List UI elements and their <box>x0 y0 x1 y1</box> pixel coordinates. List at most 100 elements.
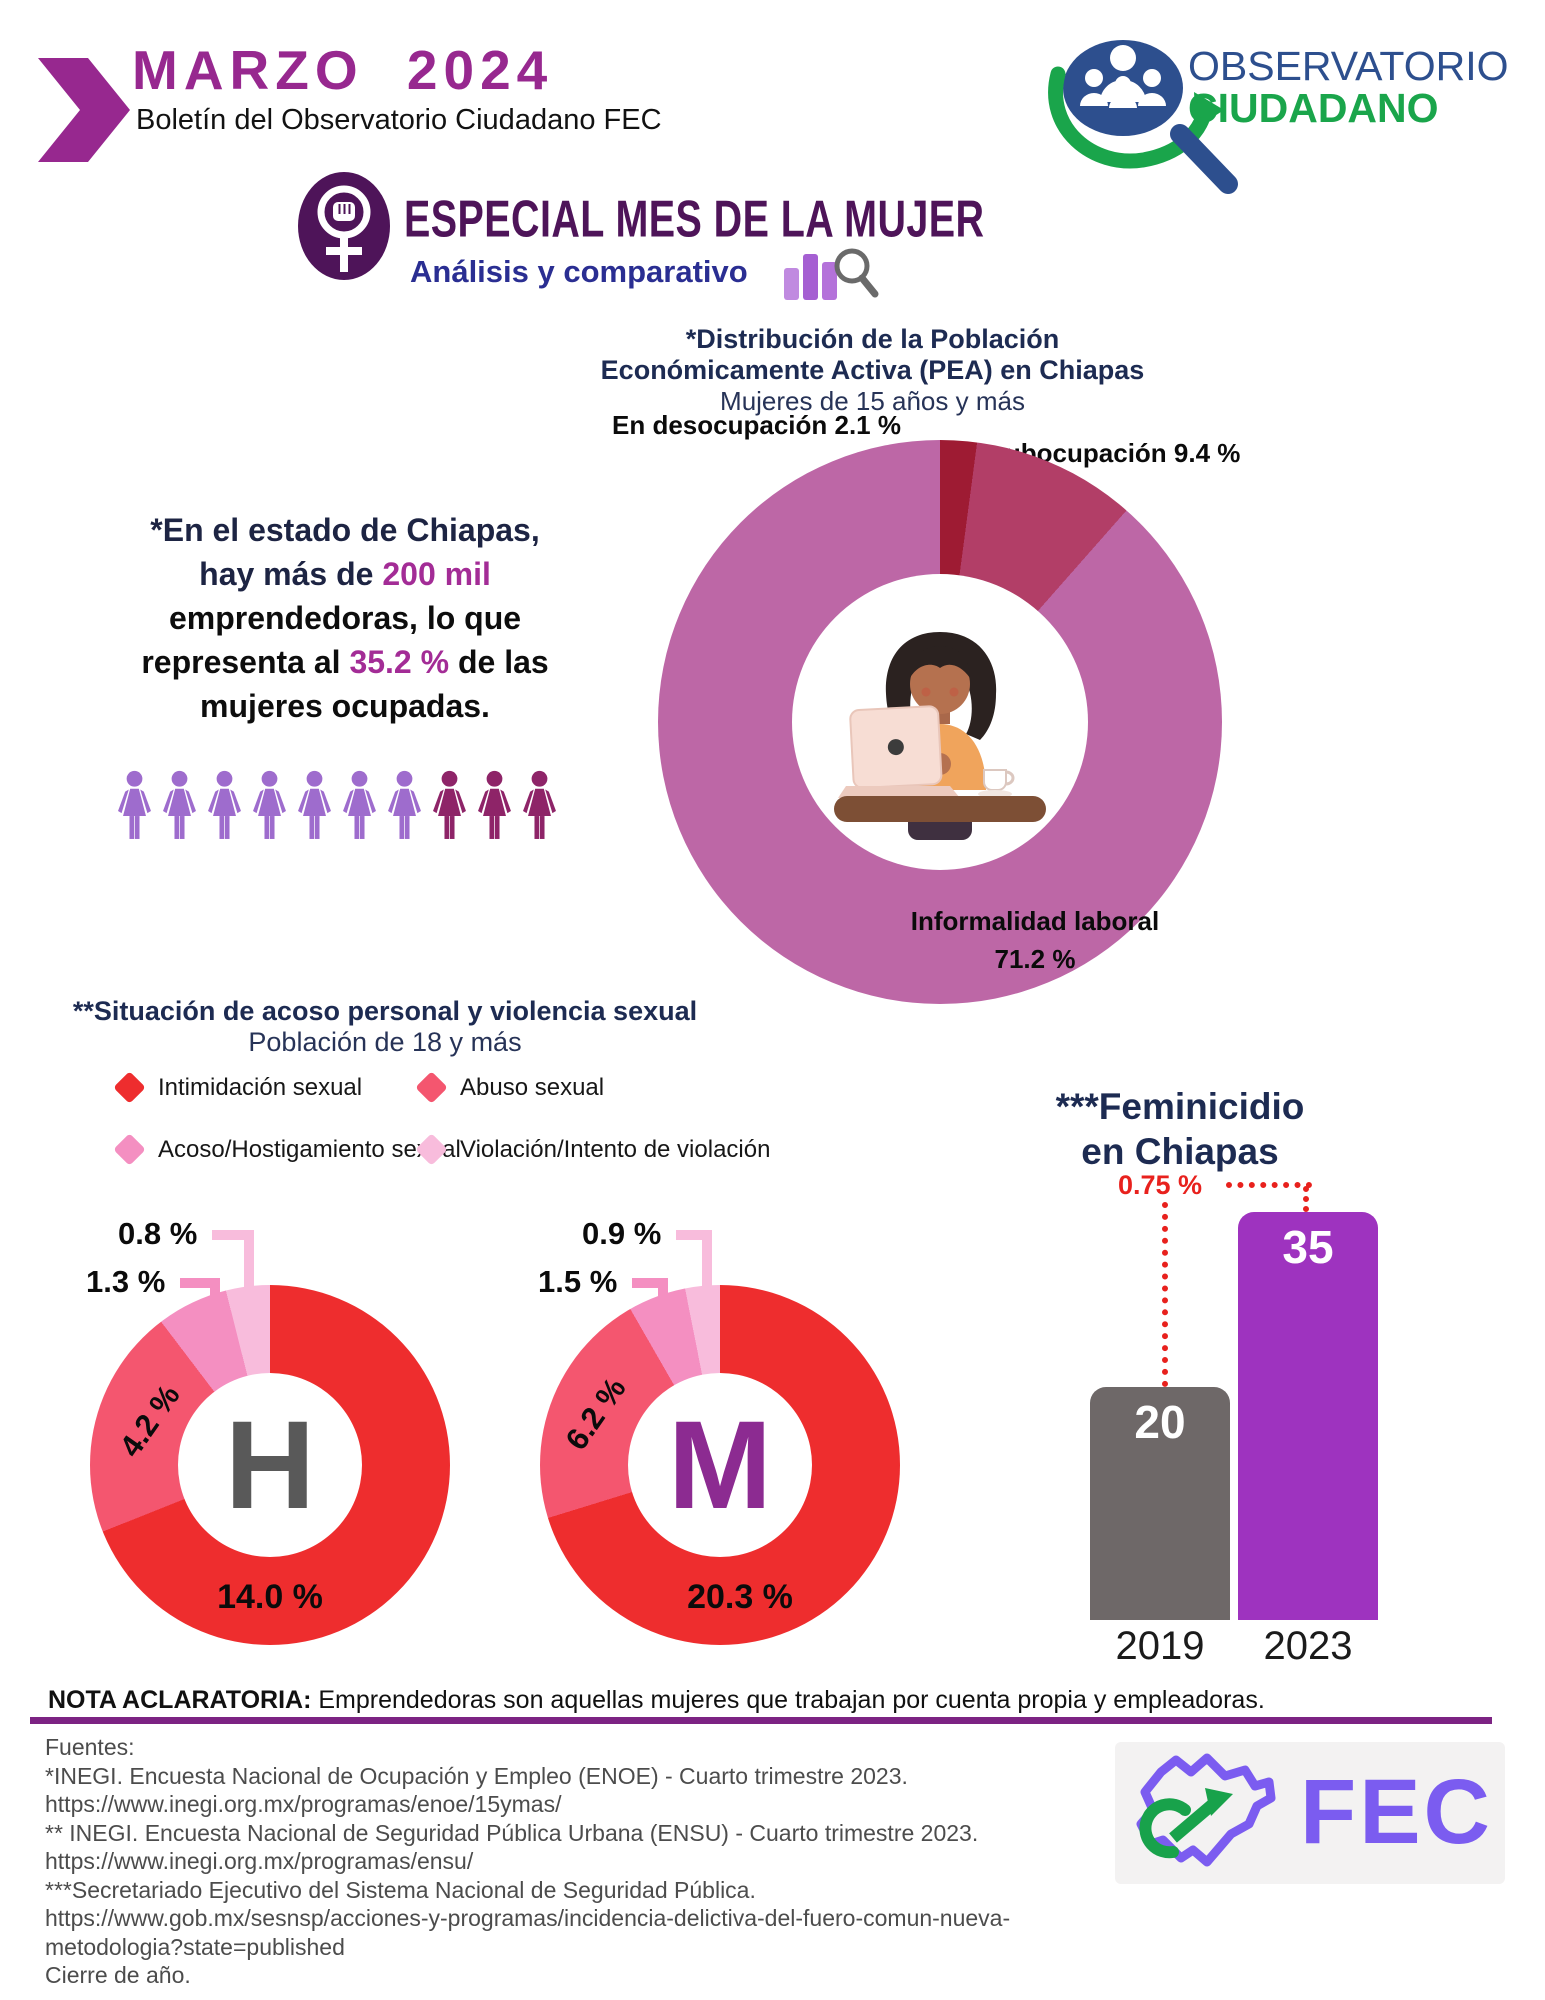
pea-title-block: *Distribución de la Población Económicam… <box>600 324 1145 417</box>
h-callout-acoso-v <box>210 1278 220 1316</box>
emp-line2: hay más de 200 mil <box>105 552 585 596</box>
annotation-dotted-horizontal <box>1226 1182 1312 1188</box>
m-callout-violacion-v <box>702 1230 712 1294</box>
feminicidio-title-line2: en Chiapas <box>1081 1131 1279 1172</box>
m-label-intimidacion: 20.3 % <box>687 1578 793 1616</box>
page-title: MARZO 2024 <box>132 39 554 101</box>
sources-title: Fuentes: <box>45 1734 135 1760</box>
acoso-title: **Situación de acoso personal y violenci… <box>72 996 698 1026</box>
pea-subtitle: Mujeres de 15 años y más <box>720 386 1025 416</box>
woman-icon <box>518 756 561 856</box>
special-subtitle: Análisis y comparativo <box>410 254 748 289</box>
annotation-dotted-vertical-right <box>1303 1186 1309 1212</box>
divider <box>30 1717 1492 1724</box>
woman-icon <box>473 756 516 856</box>
bar-2023: 35 <box>1238 1212 1378 1620</box>
emp-line4-highlight: 35.2 % <box>349 644 450 680</box>
woman-icon <box>428 756 471 856</box>
woman-laptop-illustration <box>834 632 1046 840</box>
pea-label-desocupacion: En desocupación 2.1 % <box>612 410 901 440</box>
source-line: https://www.inegi.org.mx/programas/ensu/ <box>45 1848 474 1874</box>
h-label-violacion: 0.8 % <box>118 1216 198 1251</box>
m-callout-violacion-h <box>676 1230 712 1240</box>
chevron-icon <box>38 58 130 162</box>
h-label-acoso: 1.3 % <box>86 1264 166 1299</box>
woman-icon <box>293 756 336 856</box>
letter-h: H <box>224 1395 316 1535</box>
legend-diamond-acoso <box>113 1133 146 1166</box>
emp-line4: representa al 35.2 % de las <box>105 640 585 684</box>
woman-icon <box>113 756 156 856</box>
women-pictograph <box>113 756 561 856</box>
woman-icon <box>248 756 291 856</box>
bar-chart-magnifier-icon <box>784 248 879 300</box>
logo-line2: CIUDADANO <box>1188 85 1439 131</box>
acoso-subtitle: Población de 18 y más <box>248 1027 522 1057</box>
fec-logo-text: FEC <box>1300 1761 1493 1863</box>
emp-line2-pre: hay más de <box>199 556 383 592</box>
nota-text: Emprendedoras son aquellas mujeres que t… <box>311 1686 1265 1714</box>
emp-line2-highlight: 200 mil <box>382 556 491 592</box>
emp-line4-pre: representa al <box>141 644 350 680</box>
bar-2019-value: 20 <box>1134 1396 1186 1448</box>
fec-chiapas-map-logo <box>1136 1753 1276 1867</box>
logo-line1: OBSERVATORIO <box>1188 43 1509 89</box>
feminicidio-title-line1: ***Feminicidio <box>1055 1086 1305 1127</box>
feminicidio-annotation: 0.75 % <box>1118 1170 1203 1200</box>
emp-line5: mujeres ocupadas. <box>200 688 490 724</box>
source-line: *INEGI. Encuesta Nacional de Ocupación y… <box>45 1762 908 1789</box>
venus-fist-icon <box>298 172 390 280</box>
bar-2023-value: 35 <box>1282 1221 1334 1273</box>
source-line: https://www.gob.mx/sesnsp/acciones-y-pro… <box>45 1905 1011 1960</box>
woman-icon <box>338 756 381 856</box>
acoso-title-block: **Situación de acoso personal y violenci… <box>55 996 715 1058</box>
legend-diamond-intimidacion <box>113 1071 146 1104</box>
source-line: ***Secretariado Ejecutivo del Sistema Na… <box>45 1876 756 1903</box>
bar-2019: 20 <box>1090 1387 1230 1620</box>
observatorio-ciudadano-logo: OBSERVATORIO CIUDADANO <box>1048 40 1509 194</box>
legend-label-intimidacion: Intimidación sexual <box>158 1074 363 1101</box>
legend-label-acoso: Acoso/Hostigamiento sexual <box>158 1136 461 1163</box>
m-callout-acoso-v <box>658 1278 668 1312</box>
annotation-dotted-vertical-left <box>1162 1202 1168 1387</box>
feminicidio-title: ***Feminicidio en Chiapas <box>990 1084 1370 1174</box>
pea-label-informalidad: Informalidad laboral <box>910 906 1160 936</box>
page-subtitle: Boletín del Observatorio Ciudadano FEC <box>136 104 662 136</box>
woman-icon <box>383 756 426 856</box>
source-line: ** INEGI. Encuesta Nacional de Seguridad… <box>45 1819 979 1846</box>
letter-m: M <box>667 1395 773 1535</box>
m-label-acoso: 1.5 % <box>538 1264 618 1299</box>
source-line: Cierre de año. <box>45 1962 191 1988</box>
entrepreneurs-text: *En el estado de Chiapas, hay más de 200… <box>105 508 585 728</box>
legend-label-abuso: Abuso sexual <box>460 1074 605 1101</box>
woman-icon <box>203 756 246 856</box>
h-callout-violacion-h <box>212 1230 254 1240</box>
magnifier-handle <box>1170 124 1238 194</box>
emp-line4-post: de las <box>449 644 549 680</box>
pea-donut-hole <box>792 574 1088 870</box>
nota-aclaratoria: NOTA ACLARATORIA: Emprendedoras son aque… <box>48 1686 1265 1715</box>
pea-title-line2: Económicamente Activa (PEA) en Chiapas <box>600 355 1145 385</box>
m-donut-hole: M <box>628 1373 812 1557</box>
special-title: ESPECIAL MES DE LA MUJER <box>404 189 985 248</box>
h-callout-violacion-v <box>244 1230 254 1292</box>
h-label-intimidacion: 14.0 % <box>217 1578 323 1616</box>
emp-line3: emprendedoras, lo que <box>168 600 522 636</box>
source-line: https://www.inegi.org.mx/programas/enoe/… <box>45 1791 562 1817</box>
legend-label-violacion: Violación/Intento de violación <box>460 1136 771 1163</box>
bar-2019-label: 2019 <box>1115 1624 1205 1668</box>
m-callout-acoso-h <box>632 1278 668 1288</box>
pea-label-informalidad-value: 71.2 % <box>994 944 1076 974</box>
bar-2023-label: 2023 <box>1263 1624 1353 1668</box>
pea-title-line1: *Distribución de la Población <box>685 324 1060 354</box>
emp-line1: *En el estado de Chiapas, <box>150 512 540 548</box>
nota-label: NOTA ACLARATORIA: <box>48 1686 312 1714</box>
sources-block: Fuentes: *INEGI. Encuesta Nacional de Oc… <box>45 1733 1125 1990</box>
legend-diamond-abuso <box>415 1071 448 1104</box>
woman-icon <box>158 756 201 856</box>
h-callout-acoso-h <box>180 1278 220 1288</box>
m-label-violacion: 0.9 % <box>582 1216 662 1251</box>
h-donut-hole: H <box>178 1373 362 1557</box>
fec-logo-box: FEC <box>1115 1742 1505 1884</box>
